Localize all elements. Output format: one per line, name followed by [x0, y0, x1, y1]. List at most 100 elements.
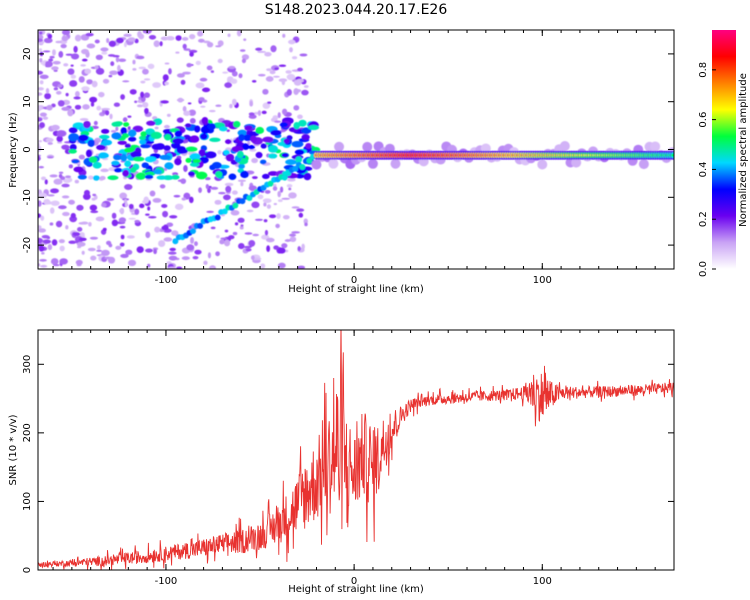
- spectrogram-xlabel: Height of straight line (km): [288, 284, 424, 295]
- spectrogram-cloud-cell: [270, 129, 282, 136]
- spectrogram-scatter-cell: [240, 224, 244, 227]
- spectrogram-cloud-cell: [144, 174, 154, 180]
- spectrogram-scatter-cell: [288, 192, 297, 199]
- spectrogram-scatter-cell: [124, 184, 133, 190]
- spectrogram-scatter-cell: [181, 256, 190, 261]
- spectrogram-cloud-cell: [159, 154, 171, 160]
- spectrogram-scatter-cell: [79, 118, 89, 121]
- spectrogram-scatter-cell: [217, 150, 222, 155]
- spectrogram-scatter-cell: [248, 112, 255, 116]
- spectrogram-scatter-cell: [240, 181, 244, 187]
- spectrogram-cloud-cell: [146, 120, 156, 126]
- spectrogram-scatter-cell: [189, 51, 194, 57]
- spectrogram-scatter-cell: [49, 222, 54, 226]
- snr-ytick-label: 100: [22, 492, 33, 511]
- spectrogram-cloud-cell: [283, 138, 290, 144]
- spectrogram-scatter-cell: [55, 40, 62, 44]
- spectrogram-scatter-cell: [129, 89, 137, 95]
- spectrogram-scatter-cell: [47, 142, 53, 145]
- spectrogram-scatter-cell: [297, 265, 306, 269]
- spectrogram-scatter-cell: [160, 100, 169, 104]
- spectrogram-scatter-cell: [282, 214, 290, 220]
- spectrogram-scatter-cell: [182, 71, 191, 75]
- spectrogram-scatter-cell: [270, 45, 277, 53]
- spectrogram-scatter-cell: [171, 230, 179, 236]
- spectrogram-scatter-cell: [277, 112, 281, 119]
- colorbar-tick-label: 0.4: [698, 161, 709, 177]
- spectrogram-scatter-cell: [299, 53, 308, 57]
- spectrogram-scatter-cell: [285, 70, 292, 74]
- spectrogram-scatter-cell: [301, 89, 309, 96]
- spectrogram-cloud-cell: [120, 127, 128, 136]
- spectrogram-mirror-cell: [172, 238, 179, 245]
- spectrogram-scatter-cell: [53, 87, 59, 91]
- spectrogram-cloud-cell: [305, 143, 312, 149]
- spectrogram-cloud-cell: [85, 149, 93, 158]
- spectrogram-scatter-cell: [175, 51, 180, 54]
- spectrogram-scatter-cell: [47, 243, 53, 251]
- spectrogram-scatter-cell: [192, 255, 199, 260]
- spectrogram-scatter-cell: [168, 251, 177, 255]
- snr-xtick-label: 100: [533, 576, 552, 587]
- spectrogram-scatter-cell: [239, 225, 244, 230]
- spectrogram-halo-cell: [334, 141, 345, 152]
- spectrogram-cloud-cell: [240, 170, 249, 179]
- spectrogram-scatter-cell: [140, 80, 146, 84]
- spectrogram-scatter-cell: [86, 43, 96, 49]
- spectrogram-scatter-cell: [43, 37, 53, 44]
- spectrogram-scatter-cell: [207, 187, 211, 194]
- spectrogram-scatter-cell: [215, 45, 222, 48]
- spectrogram-scatter-cell: [169, 247, 176, 252]
- spectrogram-carrier-core: [671, 154, 674, 157]
- spectrogram-cloud-cell: [260, 143, 267, 149]
- spectrogram-scatter-cell: [50, 188, 59, 194]
- spectrogram-cloud-cell: [225, 153, 235, 162]
- spectrogram-cloud-cell: [259, 159, 267, 165]
- spectrogram-scatter-cell: [272, 186, 278, 191]
- spectrogram-cloud-cell: [291, 140, 304, 148]
- spectrogram-halo-cell: [571, 157, 582, 168]
- spectrogram-scatter-cell: [291, 56, 298, 60]
- spectrogram-scatter-cell: [47, 33, 53, 39]
- spectrogram-cloud-cell: [123, 122, 130, 127]
- colorbar-ticks: 0.0 0.2 0.4 0.6 0.8: [698, 62, 716, 277]
- spectrogram-scatter-cell: [126, 235, 135, 239]
- spectrogram-scatter-cell: [85, 32, 94, 37]
- spectrogram-scatter-cell: [257, 73, 266, 77]
- spectrogram-scatter-cell: [224, 82, 233, 89]
- spectrogram-mirror-cell: [239, 198, 246, 205]
- spectrogram-scatter-cell: [38, 228, 46, 233]
- spectrogram-scatter-cell: [69, 215, 78, 223]
- spectrogram-scatter-cell: [139, 203, 145, 209]
- spectrogram-scatter-cell: [218, 191, 226, 195]
- spectrogram-cloud-cell: [295, 156, 303, 163]
- spectrogram-scatter-cell: [58, 171, 64, 174]
- spectrogram-scatter-cell: [163, 237, 173, 242]
- spectrogram-scatter-cell: [277, 199, 283, 203]
- spectrogram-scatter-cell: [101, 249, 110, 257]
- spectrogram-scatter-cell: [286, 183, 293, 188]
- spectrogram-scatter-cell: [89, 204, 98, 211]
- spectrogram-scatter-cell: [38, 92, 43, 96]
- spectrogram-scatter-cell: [243, 245, 253, 249]
- spectrogram-cloud-cell: [212, 162, 222, 169]
- spectrogram-scatter-cell: [68, 240, 77, 244]
- spectrogram-scatter-cell: [120, 253, 129, 259]
- colorbar-tick-label: 0.6: [698, 112, 709, 128]
- spectrogram-scatter-cell: [86, 79, 93, 85]
- spectrogram-scatter-cell: [102, 227, 107, 232]
- spectrogram-scatter-cell: [234, 222, 239, 226]
- spectrogram-cloud-cell: [185, 123, 192, 128]
- spectrogram-scatter-cell: [161, 204, 168, 208]
- spectrogram-scatter-cell: [80, 64, 86, 67]
- spectrogram-scatter-cell: [72, 232, 81, 237]
- spectrogram-scatter-cell: [109, 70, 118, 75]
- spectrogram-cloud-cell: [139, 139, 147, 145]
- spectrogram-scatter-cell: [119, 192, 128, 200]
- spectrogram-cloud-cell: [77, 174, 87, 180]
- spectrogram-scatter-cell: [143, 78, 151, 81]
- spectrogram-scatter-cell: [127, 126, 131, 131]
- spectrogram-scatter-cell: [232, 231, 238, 236]
- spectrogram-scatter-cell: [55, 90, 62, 95]
- spectrogram-scatter-cell: [43, 198, 51, 205]
